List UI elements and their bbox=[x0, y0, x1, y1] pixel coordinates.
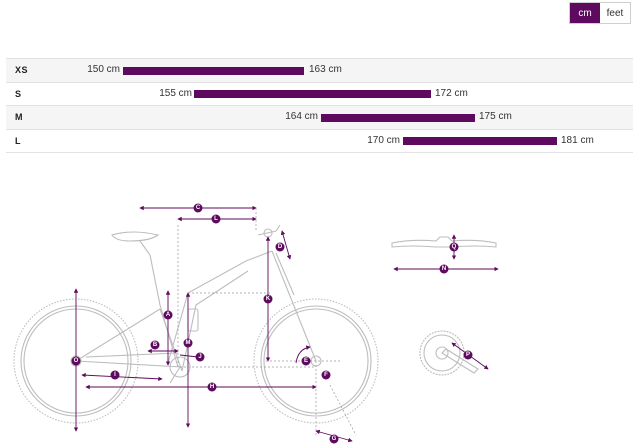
saddle bbox=[111, 231, 160, 242]
dimension-marker-o: O bbox=[71, 356, 81, 366]
dimension-marker-k: K bbox=[263, 294, 273, 304]
dimension-marker-c: C bbox=[193, 203, 203, 213]
range-max: 175 cm bbox=[479, 111, 512, 122]
svg-text:C: C bbox=[196, 205, 201, 211]
dimension-marker-q: Q bbox=[449, 242, 459, 252]
bike-illustration bbox=[13, 224, 379, 424]
svg-text:P: P bbox=[466, 352, 470, 358]
range-min: 164 cm bbox=[285, 111, 318, 122]
dimension-marker-m: M bbox=[183, 338, 193, 348]
dimension-marker-d: D bbox=[275, 242, 285, 252]
svg-text:F: F bbox=[324, 372, 328, 378]
dimension-markers: C L D K A M B J O I H E F G Q N P bbox=[71, 203, 473, 444]
dimension-marker-b: B bbox=[150, 340, 160, 350]
size-row-l[interactable]: L 170 cm 181 cm bbox=[6, 130, 633, 153]
svg-text:D: D bbox=[278, 244, 283, 250]
svg-text:O: O bbox=[74, 358, 79, 364]
dimension-marker-g: G bbox=[329, 434, 339, 444]
size-name: S bbox=[15, 88, 22, 99]
range-max: 181 cm bbox=[561, 134, 594, 146]
size-row-s[interactable]: S 155 cm 172 cm bbox=[6, 83, 633, 106]
range-bar bbox=[321, 113, 475, 122]
svg-text:G: G bbox=[332, 436, 337, 442]
svg-text:J: J bbox=[198, 354, 201, 360]
size-table: XS 150 cm 163 cm S 155 cm 172 cm M 164 c… bbox=[6, 58, 633, 153]
range-max: 172 cm bbox=[435, 87, 468, 99]
size-name: M bbox=[15, 112, 23, 122]
handlebar-detail bbox=[391, 236, 497, 248]
dimension-marker-h: H bbox=[207, 382, 217, 392]
unit-toggle: cm feet bbox=[569, 2, 631, 24]
dimension-marker-n: N bbox=[439, 264, 449, 274]
dimension-marker-e: E bbox=[301, 356, 311, 366]
svg-text:M: M bbox=[186, 340, 191, 346]
stem bbox=[257, 224, 281, 236]
range-min: 170 cm bbox=[367, 134, 400, 146]
svg-text:A: A bbox=[166, 312, 171, 318]
crank-arm bbox=[169, 366, 181, 384]
unit-feet-button[interactable]: feet bbox=[600, 3, 630, 23]
range-bar bbox=[403, 137, 557, 145]
svg-text:K: K bbox=[266, 296, 271, 302]
range-max: 163 cm bbox=[309, 64, 342, 75]
size-name: XS bbox=[15, 65, 29, 75]
dimension-marker-l: L bbox=[211, 214, 221, 224]
dimension-marker-j: J bbox=[195, 352, 205, 362]
svg-text:B: B bbox=[153, 342, 158, 348]
range-min: 150 cm bbox=[87, 64, 120, 75]
dimension-marker-p: P bbox=[463, 350, 473, 360]
size-row-m[interactable]: M 164 cm 175 cm bbox=[6, 106, 633, 130]
dimension-marker-i: I bbox=[110, 370, 120, 380]
svg-text:L: L bbox=[214, 216, 218, 222]
svg-text:E: E bbox=[304, 358, 308, 364]
svg-text:N: N bbox=[442, 266, 446, 272]
size-row-xs[interactable]: XS 150 cm 163 cm bbox=[6, 59, 633, 83]
unit-cm-button[interactable]: cm bbox=[570, 3, 600, 23]
svg-text:I: I bbox=[114, 372, 116, 378]
svg-text:H: H bbox=[210, 384, 214, 390]
seatpost bbox=[139, 240, 151, 256]
dimension-marker-f: F bbox=[321, 370, 331, 380]
range-min: 155 cm bbox=[159, 87, 192, 99]
range-bar bbox=[194, 90, 431, 98]
size-name: L bbox=[15, 135, 21, 146]
dimension-lines bbox=[73, 205, 499, 443]
dimension-marker-a: A bbox=[163, 310, 173, 320]
range-bar bbox=[123, 66, 304, 75]
bike-geometry-diagram: C L D K A M B J O I H E F G Q N P bbox=[13, 203, 499, 444]
svg-text:Q: Q bbox=[452, 244, 457, 250]
frame bbox=[75, 250, 317, 372]
guide-lines bbox=[177, 208, 357, 436]
